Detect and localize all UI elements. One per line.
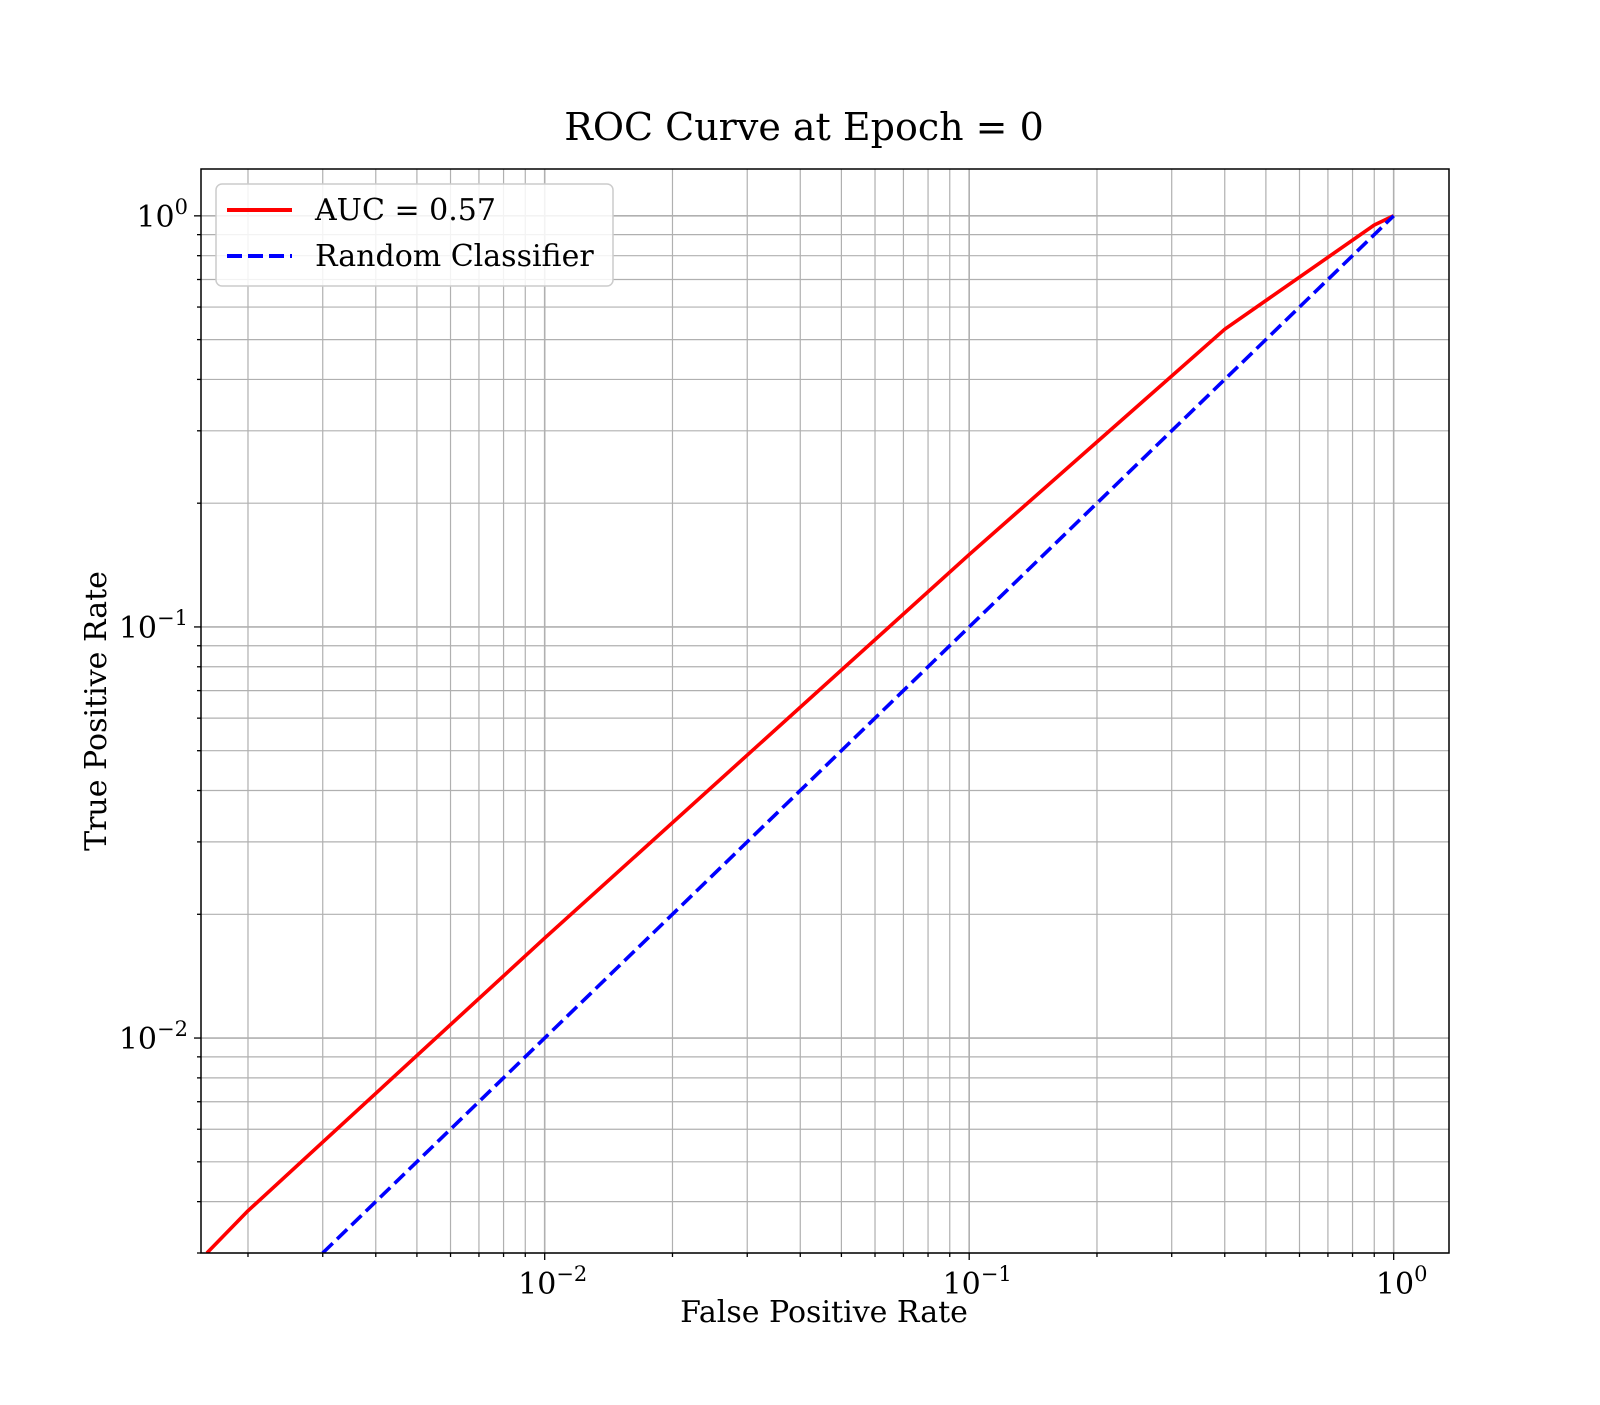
x-tick-label: 10−2 — [518, 1262, 587, 1302]
y-tick-label: 10−1 — [119, 606, 188, 646]
legend-label-auc: AUC = 0.57 — [314, 193, 496, 228]
y-tick-label: 100 — [136, 195, 188, 235]
series-line-auc — [205, 214, 1395, 1253]
x-tick-label: 10−1 — [943, 1262, 1012, 1302]
legend: AUC = 0.57 Random Classifier — [215, 183, 614, 287]
series-line-random-classifier — [321, 214, 1395, 1253]
axis-ticks: 10−2 10−1 100 10−2 10−1 100 — [119, 195, 1428, 1302]
plot-lines — [205, 214, 1395, 1253]
y-axis-label: True Positive Rate — [79, 571, 114, 851]
x-tick-label: 100 — [1376, 1262, 1428, 1302]
y-tick-label: 10−2 — [119, 1017, 188, 1057]
chart-title: ROC Curve at Epoch = 0 — [564, 105, 1044, 149]
legend-label-random-classifier: Random Classifier — [315, 239, 594, 274]
axes-frame — [200, 168, 1450, 1254]
x-axis-label: False Positive Rate — [680, 1295, 968, 1330]
legend-box — [215, 183, 614, 287]
